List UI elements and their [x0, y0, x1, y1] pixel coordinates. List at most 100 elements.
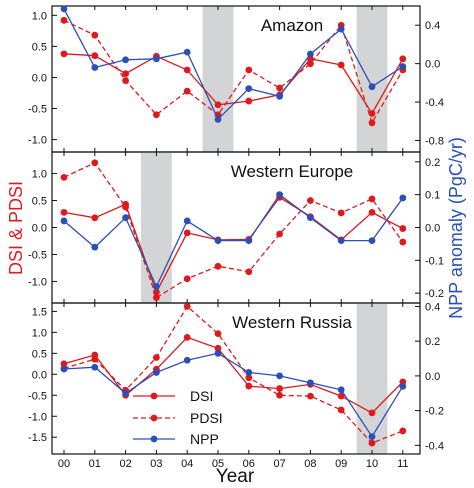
panel-title: Western Russia: [232, 313, 352, 332]
point-dsi: [368, 209, 376, 216]
point-pdsi: [307, 60, 314, 68]
point-pdsi: [245, 66, 253, 74]
point-npp: [122, 389, 129, 397]
point-npp: [214, 115, 222, 123]
point-pdsi: [368, 195, 376, 203]
point-pdsi: [307, 197, 314, 204]
left-tick-label: 0.5: [32, 196, 47, 208]
panel-frame: [51, 302, 421, 455]
left-tick-label: 0.0: [32, 223, 47, 235]
point-dsi: [337, 61, 345, 69]
left-tick-label: -0.5: [28, 249, 47, 261]
x-tick-label: 04: [181, 458, 193, 470]
point-npp: [337, 25, 345, 33]
point-dsi: [337, 392, 345, 400]
point-npp: [368, 433, 376, 441]
point-npp: [245, 369, 253, 376]
panel-3: -1.5 -1.0 -0.5 0.0 0.5 1.0 1.5 -0.4 -0.2 0.0 0.2 0.…: [28, 301, 444, 455]
point-dsi: [368, 110, 376, 117]
point-npp: [122, 214, 129, 222]
x-tick-label: 00: [58, 458, 70, 470]
legend-label-npp: NPP: [190, 431, 219, 447]
point-pdsi: [276, 84, 283, 92]
x-tick-label: 01: [89, 458, 101, 470]
point-dsi: [60, 209, 68, 216]
point-pdsi: [60, 173, 68, 181]
point-pdsi: [153, 111, 160, 119]
legend-marker-dsi: [150, 392, 158, 400]
panel-1: -1.0 -0.5 0.0 0.5 1.0 -0.8 -0.4 0.0 0.4 Amazon: [28, 5, 444, 153]
point-npp: [399, 194, 407, 202]
point-pdsi: [91, 31, 99, 39]
x-tick-label: 08: [304, 458, 316, 470]
point-dsi: [183, 66, 191, 74]
point-npp: [60, 5, 68, 13]
series-line-npp: [63, 193, 404, 289]
right-tick-label: 0.2: [425, 157, 440, 169]
point-npp: [183, 356, 191, 364]
point-npp: [337, 237, 345, 245]
series-line-dsi: [63, 336, 404, 414]
right-tick-label: 0.4: [425, 20, 440, 32]
point-npp: [276, 191, 283, 199]
left-tick-label: -1.0: [28, 135, 47, 147]
left-tick-label: 0.5: [32, 41, 47, 53]
right-tick-label: -0.8: [425, 135, 444, 147]
right-tick-label: -0.1: [425, 255, 444, 267]
point-pdsi: [337, 209, 345, 217]
point-pdsi: [153, 294, 160, 302]
point-npp: [60, 365, 68, 373]
left-axis-label: DSI & PDSI: [6, 181, 26, 275]
point-npp: [91, 243, 99, 251]
series-line-pdsi: [63, 19, 404, 125]
point-pdsi: [245, 374, 253, 382]
point-dsi: [368, 409, 376, 417]
left-tick-label: 0.0: [32, 369, 47, 381]
point-dsi: [183, 333, 191, 341]
left-tick-label: 1.5: [32, 306, 47, 318]
series-line-pdsi: [63, 305, 404, 444]
right-tick-label: 0.1: [425, 190, 440, 202]
point-npp: [307, 379, 314, 387]
point-npp: [307, 50, 314, 58]
point-npp: [399, 382, 407, 390]
left-tick-label: -0.5: [28, 104, 47, 116]
left-tick-label: 1.0: [32, 327, 47, 339]
point-npp: [122, 56, 129, 64]
panel-title: Western Europe: [231, 162, 354, 181]
point-npp: [214, 349, 222, 357]
point-npp: [368, 237, 376, 245]
left-tick-label: 0.5: [32, 348, 47, 360]
x-tick-label: 06: [243, 458, 255, 470]
point-pdsi: [368, 119, 376, 127]
legend-marker-pdsi: [150, 414, 158, 422]
point-pdsi: [399, 427, 407, 435]
panel-title: Amazon: [261, 16, 323, 35]
point-dsi: [399, 55, 407, 63]
series-line-pdsi: [63, 161, 404, 299]
shaded-band: [202, 6, 234, 152]
left-tick-label: -1.0: [28, 276, 47, 288]
right-tick-label: 0.2: [425, 336, 440, 348]
right-tick-label: 0.4: [425, 301, 440, 313]
point-pdsi: [153, 354, 160, 361]
point-dsi: [91, 351, 99, 359]
point-pdsi: [183, 87, 191, 95]
point-dsi: [122, 70, 129, 78]
right-tick-label: 0.0: [425, 371, 440, 383]
panels: -1.0-0.50.00.51.0-0.8-0.40.00.4Amazon-1.…: [28, 5, 444, 470]
point-dsi: [60, 50, 68, 58]
panel-2: -1.0 -0.5 0.0 0.5 1.0 -0.2 -0.1 0.0 0.1 0.2 Wester…: [28, 151, 444, 304]
point-npp: [153, 369, 160, 376]
point-npp: [245, 237, 253, 245]
point-npp: [245, 85, 253, 93]
point-pdsi: [399, 238, 407, 246]
left-tick-label: 1.0: [32, 169, 47, 181]
series-line-npp: [63, 8, 404, 121]
left-tick-label: -1.0: [28, 411, 47, 423]
right-axis-label: NPP anomaly (PgC/yr): [446, 137, 466, 319]
x-tick-label: 07: [273, 458, 285, 470]
x-tick-label: 02: [119, 458, 131, 470]
point-dsi: [91, 214, 99, 222]
